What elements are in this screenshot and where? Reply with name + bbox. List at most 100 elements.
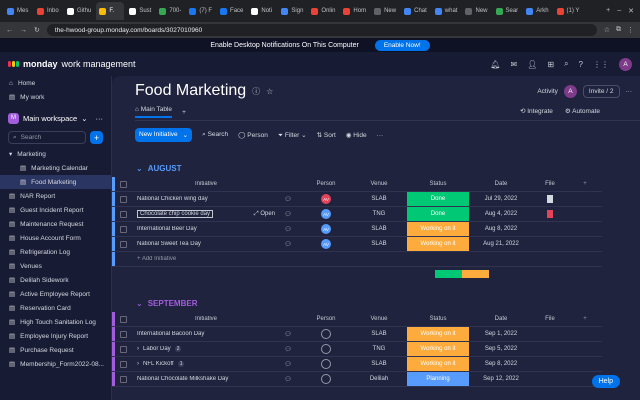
column-header-status[interactable]: Status bbox=[429, 316, 447, 322]
sidebar-item-board[interactable]: ▤ Marketing Calendar bbox=[20, 164, 88, 173]
group-title[interactable]: ⌄ AUGUST bbox=[136, 164, 182, 173]
document-file-icon[interactable] bbox=[547, 195, 553, 203]
browser-tab[interactable]: Face bbox=[217, 2, 246, 20]
person-cell[interactable]: AV bbox=[301, 224, 351, 234]
browser-tab[interactable]: Onlin bbox=[308, 2, 338, 20]
new-tab-icon[interactable]: + bbox=[606, 7, 611, 14]
browser-tab[interactable]: New bbox=[462, 2, 490, 20]
tab-main-table[interactable]: ⌂ Main Table bbox=[135, 106, 173, 118]
browser-tab[interactable]: 700- bbox=[156, 2, 184, 20]
automate-button[interactable]: ⚙ Automate bbox=[564, 108, 600, 115]
sidebar-item-board[interactable]: ▤ Delilah Sidework bbox=[9, 276, 69, 285]
row-checkbox[interactable] bbox=[115, 195, 131, 203]
sidebar-item-board[interactable]: ▤ Maintenance Request bbox=[9, 220, 84, 229]
column-header-initiative[interactable]: Initiative bbox=[194, 181, 217, 187]
add-update-icon[interactable]: 💬︎ bbox=[284, 211, 292, 218]
sidebar-item-board[interactable]: ▤ Guest Incident Report bbox=[9, 206, 84, 215]
checkbox[interactable] bbox=[119, 315, 127, 323]
table-row[interactable]: International Bacoon Day 💬︎ SLAB Working on… bbox=[112, 327, 602, 342]
extensions-icon[interactable]: ⧉ bbox=[616, 26, 621, 33]
browser-tab[interactable]: Sign bbox=[278, 2, 306, 20]
sidebar-folder-marketing[interactable]: ▾ Marketing bbox=[9, 150, 46, 159]
apps-icon[interactable]: ⊞ bbox=[547, 59, 555, 69]
column-header-date[interactable]: Date bbox=[494, 316, 508, 322]
reload-icon[interactable]: ↻ bbox=[34, 27, 40, 34]
more-icon[interactable]: ··· bbox=[625, 88, 633, 95]
sidebar-item-my-work[interactable]: ▤ My work bbox=[9, 93, 45, 102]
status-summary-bar[interactable] bbox=[435, 270, 489, 278]
user-avatar[interactable]: A bbox=[619, 57, 632, 71]
invite-members-icon[interactable]: 👤︎ bbox=[527, 59, 538, 69]
item-name[interactable]: › NFL Kickoff 1 bbox=[137, 361, 185, 367]
activity-button[interactable]: Activity bbox=[537, 88, 558, 95]
date-cell[interactable]: Sep 1, 2022 bbox=[484, 331, 518, 337]
close-window-icon[interactable]: ✕ bbox=[628, 8, 634, 15]
venue-cell[interactable]: SLAB bbox=[371, 331, 387, 337]
status-badge[interactable]: Done bbox=[407, 207, 469, 221]
bell-icon[interactable]: 🔔︎ bbox=[490, 59, 501, 69]
checkbox[interactable] bbox=[119, 180, 127, 188]
sidebar-item-board[interactable]: ▤ Purchase Request bbox=[9, 346, 74, 355]
browser-tab[interactable]: Noti bbox=[248, 2, 276, 20]
column-header-file[interactable]: File bbox=[545, 316, 555, 322]
help-button[interactable]: Help bbox=[591, 375, 620, 388]
add-update-icon[interactable]: 💬︎ bbox=[284, 226, 292, 233]
inbox-icon[interactable]: ✉︎ bbox=[510, 59, 518, 69]
person-cell[interactable] bbox=[301, 329, 351, 339]
item-name[interactable]: National Chocolate Milkshake Day bbox=[137, 376, 229, 382]
add-update-icon[interactable]: 💬︎ bbox=[284, 331, 292, 338]
venue-cell[interactable]: TNG bbox=[372, 211, 386, 217]
sidebar-item-board[interactable]: ▤ Venues bbox=[9, 262, 42, 271]
add-view-button[interactable]: + bbox=[182, 108, 186, 116]
file-cell[interactable] bbox=[532, 195, 568, 203]
sidebar-item-board[interactable]: ▤ Employee Injury Report bbox=[9, 332, 89, 341]
bookmark-icon[interactable]: ☆ bbox=[603, 27, 610, 34]
address-bar[interactable]: the-hwood-group.monday.com/boards/302701… bbox=[46, 24, 597, 36]
column-header-person[interactable]: Person bbox=[316, 181, 336, 187]
add-update-icon[interactable]: 💬︎ bbox=[284, 376, 292, 383]
item-name[interactable]: National Sweet Tea Day bbox=[137, 241, 201, 247]
checkbox[interactable] bbox=[119, 195, 127, 203]
column-header-venue[interactable]: Venue bbox=[370, 181, 388, 187]
table-row[interactable]: National Sweet Tea Day 💬︎ AV SLAB Working on… bbox=[112, 237, 602, 252]
search-icon[interactable]: ⌕ bbox=[564, 59, 569, 68]
window-controls[interactable]: + – ✕ bbox=[606, 7, 640, 15]
venue-cell[interactable]: SLAB bbox=[371, 361, 387, 367]
invite-button[interactable]: Invite / 2 bbox=[582, 85, 620, 98]
group-title[interactable]: ⌄ SEPTEMBER bbox=[136, 299, 198, 308]
more-icon[interactable]: ··· bbox=[95, 113, 104, 123]
add-update-icon[interactable]: 💬︎ bbox=[284, 361, 292, 368]
status-badge[interactable]: Working on it bbox=[407, 222, 469, 236]
more-icon[interactable]: ··· bbox=[376, 131, 384, 139]
file-cell[interactable] bbox=[532, 210, 568, 218]
venue-cell[interactable]: SLAB bbox=[371, 241, 387, 247]
browser-tab[interactable]: (7) F bbox=[186, 2, 215, 20]
table-row[interactable]: National Chicken wing day 💬︎ AV SLAB Done Jul… bbox=[112, 192, 602, 207]
venue-cell[interactable]: Delilah bbox=[369, 376, 389, 382]
menu-icon[interactable]: ⋮ bbox=[627, 27, 634, 34]
item-name[interactable]: International Beer Day bbox=[137, 226, 197, 232]
person-cell[interactable]: AV bbox=[301, 209, 351, 219]
back-icon[interactable]: ← bbox=[6, 26, 13, 34]
browser-tab[interactable]: New bbox=[371, 2, 399, 20]
browser-tab[interactable]: Sear bbox=[493, 2, 522, 20]
item-name[interactable]: Chocolate chip cookie day ⤢ Open bbox=[131, 210, 275, 218]
new-initiative-button[interactable]: New Initiative ⌄ bbox=[135, 128, 193, 142]
grid-icon[interactable]: ⋮⋮ bbox=[593, 59, 609, 69]
browser-tab[interactable]: Chat bbox=[401, 2, 430, 20]
row-checkbox[interactable] bbox=[115, 360, 131, 368]
star-icon[interactable]: ☆ bbox=[266, 86, 274, 96]
item-name[interactable]: › Labor Day 2 bbox=[137, 346, 182, 352]
integrate-button[interactable]: ⟲ Integrate bbox=[519, 108, 553, 115]
table-row[interactable]: National Chocolate Milkshake Day 💬︎ Delila… bbox=[112, 372, 602, 387]
board-title[interactable]: Food Marketing bbox=[135, 82, 247, 99]
person-cell[interactable] bbox=[301, 359, 351, 369]
monday-logo[interactable]: monday work management bbox=[8, 59, 136, 69]
row-checkbox[interactable] bbox=[115, 210, 131, 218]
item-name[interactable]: National Chicken wing day bbox=[137, 196, 208, 202]
browser-tab[interactable]: Githu bbox=[64, 2, 94, 20]
add-board-button[interactable]: + bbox=[90, 131, 103, 144]
date-cell[interactable]: Sep 5, 2022 bbox=[484, 346, 518, 352]
sidebar-item-board[interactable]: ▤ Reservation Card bbox=[9, 304, 71, 313]
help-icon[interactable]: ? bbox=[578, 59, 583, 69]
